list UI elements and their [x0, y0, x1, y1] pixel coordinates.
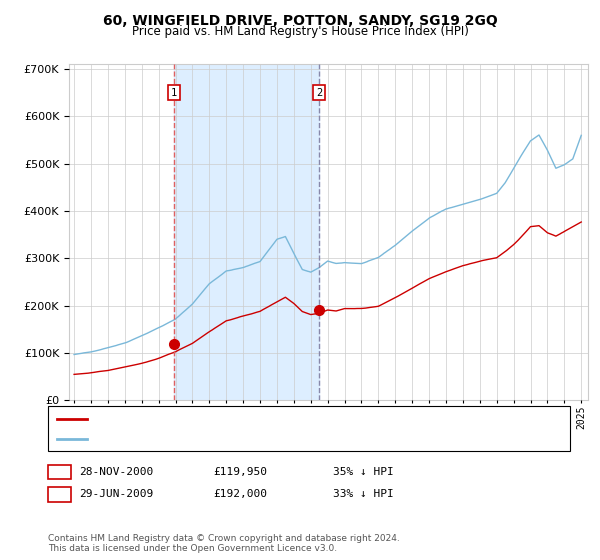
- Text: Price paid vs. HM Land Registry's House Price Index (HPI): Price paid vs. HM Land Registry's House …: [131, 25, 469, 38]
- Text: 60, WINGFIELD DRIVE, POTTON, SANDY, SG19 2GQ: 60, WINGFIELD DRIVE, POTTON, SANDY, SG19…: [103, 14, 497, 28]
- Text: £119,950: £119,950: [213, 467, 267, 477]
- Text: 1: 1: [56, 467, 63, 477]
- Text: 1: 1: [171, 88, 177, 98]
- Text: 2: 2: [316, 88, 322, 98]
- Text: 33% ↓ HPI: 33% ↓ HPI: [333, 489, 394, 500]
- Text: £192,000: £192,000: [213, 489, 267, 500]
- Text: 29-JUN-2009: 29-JUN-2009: [79, 489, 154, 500]
- Text: 28-NOV-2000: 28-NOV-2000: [79, 467, 154, 477]
- Text: HPI: Average price, detached house, Central Bedfordshire: HPI: Average price, detached house, Cent…: [93, 434, 443, 444]
- Text: 2: 2: [56, 489, 63, 500]
- Text: 35% ↓ HPI: 35% ↓ HPI: [333, 467, 394, 477]
- Text: Contains HM Land Registry data © Crown copyright and database right 2024.
This d: Contains HM Land Registry data © Crown c…: [48, 534, 400, 553]
- Text: 60, WINGFIELD DRIVE, POTTON, SANDY, SG19 2GQ (detached house): 60, WINGFIELD DRIVE, POTTON, SANDY, SG19…: [93, 413, 474, 423]
- Bar: [174, 64, 319, 400]
